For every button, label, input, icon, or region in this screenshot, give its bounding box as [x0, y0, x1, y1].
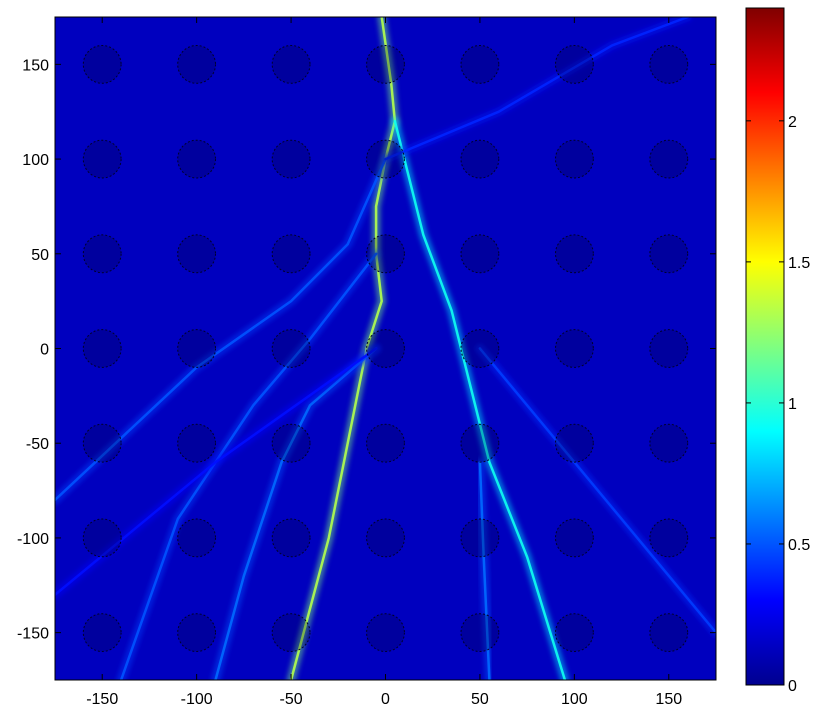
scatterer-circle [649, 613, 689, 652]
scatterer-circle [177, 234, 217, 274]
colorbar: 0 0.5 1 1.5 2 [745, 7, 810, 695]
y-axis: 150 100 50 0 -50 -100 -150 [17, 57, 716, 643]
caustic-branch [55, 157, 387, 502]
scatterer-circle [460, 423, 500, 463]
scatterer-circle [649, 423, 689, 463]
scatterer-circle [271, 139, 311, 179]
y-tick-label: 0 [40, 342, 49, 359]
scatterer-circle [460, 139, 500, 179]
caustic-branch [478, 347, 716, 634]
scatterer-circle [649, 45, 689, 84]
caustic-branch [214, 347, 378, 680]
scatterer-circle [460, 45, 500, 84]
heatmap-background [55, 17, 716, 680]
scatterer-circle [271, 423, 311, 463]
x-tick-label: -50 [280, 691, 303, 708]
scatterer-circle [366, 234, 405, 274]
x-tick-label: 150 [655, 691, 682, 708]
y-tick-label: 50 [31, 247, 49, 264]
x-tick-label: -100 [181, 691, 213, 708]
scatterer-circle [366, 613, 405, 652]
caustic-branch [393, 119, 567, 680]
y-tick-label: -150 [17, 626, 49, 643]
scatterer-circle [82, 329, 122, 368]
colorbar-tick-label: 1 [788, 396, 797, 413]
scatterer-circle [177, 329, 217, 368]
scatterer-circle [82, 423, 122, 463]
colorbar-tick-label: 1.5 [788, 255, 810, 272]
scatterer-circle [177, 518, 217, 558]
x-tick-label: -150 [86, 691, 118, 708]
scatterer-circle [649, 329, 689, 368]
colorbar-tick-label: 2 [788, 114, 797, 131]
scatterer-circle [82, 45, 122, 84]
scatterer-circle [271, 518, 311, 558]
scatterer-circle [649, 139, 689, 179]
scatterer-circle [271, 329, 311, 368]
scatterer-circle [271, 234, 311, 274]
scatterer-circle [460, 234, 500, 274]
colorbar-ticks [746, 120, 784, 686]
scatterer-circle [555, 45, 594, 84]
scatterer-circle [649, 234, 689, 274]
scatterer-circle [555, 234, 594, 274]
y-tick-label: -50 [26, 436, 49, 453]
colorbar-tick-label: 0 [788, 678, 797, 695]
scatterer-circle [366, 329, 405, 368]
scatterer-circle [460, 613, 500, 652]
plot-area [54, 16, 717, 681]
scatterer-circle [177, 45, 217, 84]
scatterer-circle [555, 518, 594, 558]
scatterer-circle [82, 234, 122, 274]
y-tick-label: 100 [22, 152, 49, 169]
scatterer-circle [555, 139, 594, 179]
caustic-branch [55, 347, 378, 597]
y-tick-label: -100 [17, 531, 49, 548]
scatterer-circle [271, 613, 311, 652]
scatterer-circle [460, 329, 500, 368]
scatterer-circle [649, 518, 689, 558]
scatterer-circle [555, 423, 594, 463]
y-tick-label: 150 [22, 57, 49, 74]
caustic-branch [384, 17, 689, 161]
colorbar-tick-label: 0.5 [788, 537, 810, 554]
x-tick-label: 100 [561, 691, 588, 708]
scatterers-layer [82, 45, 689, 652]
scatterer-circle [460, 518, 500, 558]
scatterer-circle [177, 139, 217, 179]
scatterer-circle [366, 45, 405, 84]
scatterer-circle [271, 45, 311, 84]
x-tick-label: 0 [381, 691, 390, 708]
scatterer-circle [177, 423, 217, 463]
scatterer-circle [555, 613, 594, 652]
scatterer-circle [82, 139, 122, 179]
caustic-branch [119, 252, 378, 680]
scatterer-circle [366, 518, 405, 558]
x-axis: -150 -100 -50 0 50 100 150 [86, 17, 682, 708]
scatterer-circle [555, 329, 594, 368]
scatterer-circle [82, 613, 122, 652]
scatterer-circle [82, 518, 122, 558]
x-tick-label: 50 [471, 691, 489, 708]
scatterer-circle [366, 423, 405, 463]
scatterer-circle [366, 139, 405, 179]
scatterer-circle [177, 613, 217, 652]
colorbar-gradient [745, 7, 785, 686]
